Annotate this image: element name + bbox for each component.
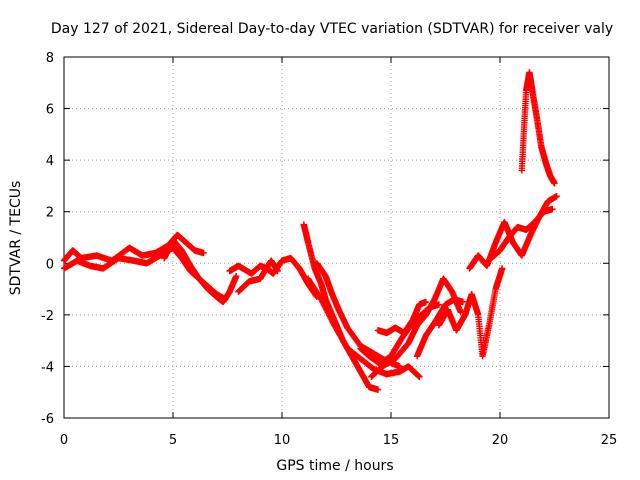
grid-lines xyxy=(64,57,609,418)
data-point-marker xyxy=(553,193,560,200)
y-tick-label: -4 xyxy=(41,360,54,375)
y-tick-label: -2 xyxy=(41,309,54,324)
plot-frame xyxy=(63,56,610,419)
x-tick-label: 5 xyxy=(169,433,177,448)
data-point-marker xyxy=(459,298,467,306)
series-arc-11 xyxy=(374,298,430,337)
series-arc-7 xyxy=(304,275,423,380)
y-tick-label: 0 xyxy=(46,257,54,272)
chart-title: Day 127 of 2021, Sidereal Day-to-day VTE… xyxy=(51,21,613,37)
series-arc-15 xyxy=(488,205,556,262)
y-tick-label: 2 xyxy=(46,206,54,221)
data-point-marker xyxy=(274,267,281,275)
y-tick-label: 4 xyxy=(46,154,54,169)
y-tick-label: -6 xyxy=(41,412,54,427)
y-axis-title: SDTVAR / TECUs xyxy=(8,181,24,296)
series-arc-16 xyxy=(518,69,558,187)
series-arc-5 xyxy=(235,257,281,295)
data-point-marker xyxy=(498,265,506,272)
x-tick-label: 25 xyxy=(601,433,618,448)
data-point-marker xyxy=(422,298,430,306)
series-arc-8 xyxy=(313,260,403,370)
series-arc-13 xyxy=(435,265,506,360)
x-tick-label: 20 xyxy=(492,433,509,448)
y-tick-label: 6 xyxy=(46,103,54,118)
data-point-marker xyxy=(374,386,382,393)
data-point-marker xyxy=(396,363,403,370)
x-tick-label: 15 xyxy=(383,433,400,448)
data-points xyxy=(60,69,560,393)
x-tick-label: 10 xyxy=(274,433,291,448)
data-point-marker xyxy=(435,301,443,308)
data-point-marker xyxy=(416,373,423,380)
data-point-marker xyxy=(549,205,556,213)
data-point-marker xyxy=(233,272,240,280)
y-tick-label: 8 xyxy=(46,51,54,66)
x-axis-title: GPS time / hours xyxy=(276,458,393,474)
x-axis: 0 5 10 15 20 25 xyxy=(60,57,617,448)
y-axis: -6 -4 -2 0 2 4 6 8 xyxy=(41,51,609,427)
series-arc-12 xyxy=(413,296,467,360)
data-point-marker xyxy=(200,249,207,257)
data-point-marker xyxy=(551,180,558,187)
x-tick-label: 0 xyxy=(60,433,68,448)
series-arc-3 xyxy=(161,236,240,306)
